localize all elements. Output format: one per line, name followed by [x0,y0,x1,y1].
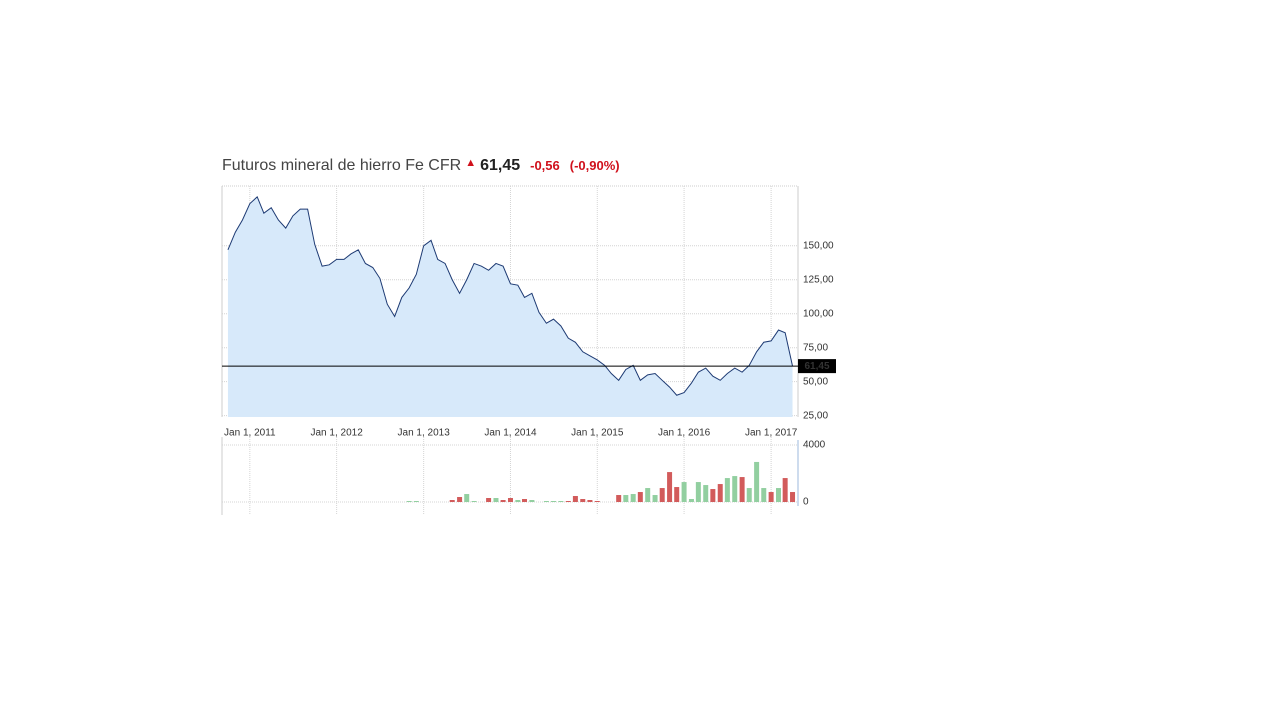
volume-bar [572,496,578,502]
volume-bar [703,485,709,502]
y-tick-label: 4000 [803,440,826,451]
volume-bar [688,499,694,502]
volume-bar [630,494,636,502]
volume-bar [695,482,701,502]
volume-bar [637,492,643,502]
volume-bar [768,492,774,502]
volume-bar [616,495,622,502]
volume-bar [457,497,463,502]
change: -0,56 [530,158,560,173]
volume-bar [515,500,521,502]
y-tick-label: 100,00 [803,308,834,319]
x-tick-label: Jan 1, 2011 [224,428,276,439]
last-price-label: 61,45 [804,361,829,372]
volume-bar [782,478,788,502]
volume-bar [558,501,564,502]
price-line [227,196,794,396]
x-tick-label: Jan 1, 2017 [745,428,798,439]
volume-bar [565,501,571,502]
volume-bar [500,500,506,502]
volume-bar [471,501,477,502]
volume-bar [724,478,730,502]
x-tick-label: Jan 1, 2014 [484,428,537,439]
y-tick-label: 125,00 [803,274,834,285]
y-tick-label: 0 [803,497,809,508]
volume-bar [413,501,419,502]
y-tick-label: 75,00 [803,342,828,353]
volume-bar [674,487,680,502]
x-tick-label: Jan 1, 2015 [571,428,624,439]
volume-bar [761,488,767,502]
volume-bar [623,495,629,502]
volume-bar [507,498,513,502]
volume-bar [493,498,499,502]
y-tick-label: 50,00 [803,376,828,387]
title: Futuros mineral de hierro Fe CFR [222,157,462,174]
volume-bar [580,499,586,502]
volume-bar [659,488,665,502]
volume-bar [652,495,658,502]
area-fill [227,196,793,417]
volume-bar [739,477,745,502]
volume-bar [681,482,687,502]
x-tick-label: Jan 1, 2016 [658,428,711,439]
volume-bar [551,501,557,502]
volume-bar [710,489,716,502]
volume-bar [775,488,781,502]
volume-bar [486,498,492,502]
volume-bar [754,461,760,502]
header: Futuros mineral de hierro Fe CFR ▲ 61,45 -0… [222,157,630,175]
last-price-tag [798,359,836,374]
x-tick-label: Jan 1, 2013 [398,428,451,439]
x-tick-label: Jan 1, 2012 [310,428,363,439]
volume-bar [449,500,455,502]
volume-bar [587,500,593,502]
volume-bar [717,484,723,502]
volume-bar [790,492,796,502]
y-tick-label: 25,00 [803,410,828,421]
volume-bar [732,476,738,502]
change-percent: (-0,90%) [569,158,620,173]
volume-bar [645,488,651,502]
volume-bar [746,488,752,502]
volume-bar [529,500,535,502]
volume-bar [543,501,549,502]
price: 61,45 [480,157,521,174]
y-tick-label: 150,00 [803,240,834,251]
volume-bar [406,501,412,502]
volume-bar [464,494,470,502]
status-marker: ▲ [465,157,477,169]
volume-bar [594,501,600,502]
volume-bar [522,499,528,502]
volume-bar [667,472,673,502]
